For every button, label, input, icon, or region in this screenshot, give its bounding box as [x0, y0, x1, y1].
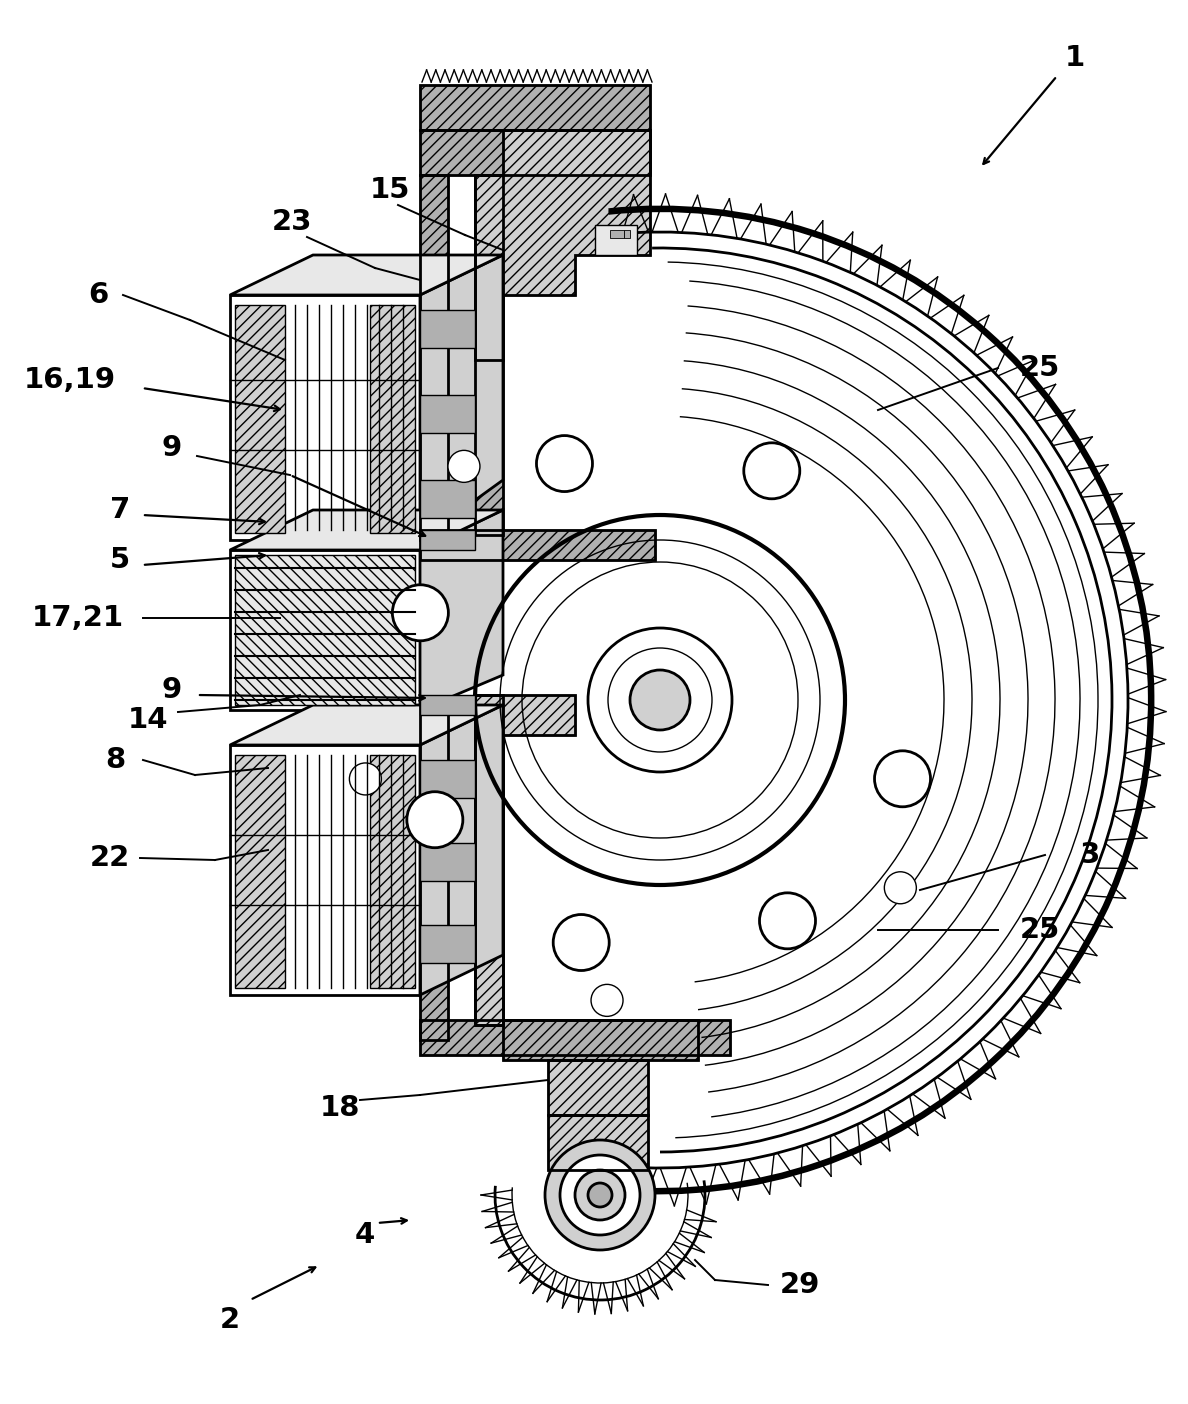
Text: 9: 9 [162, 675, 182, 703]
Polygon shape [421, 529, 475, 550]
Polygon shape [475, 131, 650, 359]
Circle shape [545, 1140, 655, 1250]
Circle shape [759, 893, 815, 949]
Circle shape [392, 585, 448, 640]
Polygon shape [475, 176, 503, 535]
Polygon shape [421, 925, 475, 963]
Polygon shape [230, 746, 421, 995]
Text: 14: 14 [128, 706, 169, 734]
Text: 25: 25 [1019, 354, 1060, 382]
Polygon shape [421, 842, 475, 880]
Polygon shape [595, 225, 637, 256]
Circle shape [630, 670, 690, 730]
Polygon shape [369, 755, 415, 988]
Circle shape [744, 442, 800, 498]
Text: 17,21: 17,21 [32, 604, 124, 632]
Text: 25: 25 [1019, 915, 1060, 943]
Circle shape [537, 435, 593, 491]
Polygon shape [235, 755, 285, 988]
Polygon shape [624, 230, 630, 239]
Text: 23: 23 [272, 208, 312, 236]
Polygon shape [421, 480, 475, 518]
Circle shape [575, 1170, 625, 1220]
Polygon shape [235, 555, 415, 705]
Text: 15: 15 [369, 176, 410, 204]
Polygon shape [609, 230, 624, 239]
Polygon shape [421, 1019, 729, 1054]
Circle shape [349, 762, 381, 795]
Polygon shape [230, 510, 503, 550]
Polygon shape [421, 256, 503, 541]
Circle shape [406, 792, 463, 848]
Polygon shape [421, 395, 475, 432]
Text: 6: 6 [88, 281, 108, 309]
Text: 4: 4 [355, 1221, 375, 1250]
Circle shape [588, 628, 732, 772]
Polygon shape [421, 510, 503, 710]
Text: 5: 5 [110, 546, 129, 574]
Polygon shape [548, 1115, 647, 1170]
Circle shape [588, 1184, 612, 1207]
Polygon shape [369, 305, 415, 534]
Polygon shape [503, 1019, 699, 1060]
Circle shape [560, 1155, 640, 1236]
Polygon shape [475, 695, 503, 1025]
Circle shape [448, 451, 480, 483]
Circle shape [608, 649, 712, 753]
Text: 8: 8 [105, 746, 125, 774]
Polygon shape [230, 295, 421, 541]
Polygon shape [421, 86, 650, 131]
Text: 18: 18 [320, 1094, 360, 1122]
Polygon shape [421, 529, 655, 560]
Polygon shape [421, 310, 475, 348]
Polygon shape [230, 705, 503, 746]
Polygon shape [421, 176, 448, 541]
Text: 16,19: 16,19 [24, 366, 116, 395]
Polygon shape [475, 695, 575, 1025]
Text: 1: 1 [1064, 44, 1085, 72]
Circle shape [554, 914, 609, 970]
Polygon shape [421, 131, 650, 176]
Text: 3: 3 [1080, 841, 1100, 869]
Polygon shape [230, 256, 503, 295]
Text: 29: 29 [779, 1271, 820, 1299]
Polygon shape [230, 550, 421, 710]
Polygon shape [421, 705, 503, 995]
Text: 22: 22 [90, 844, 131, 872]
Circle shape [874, 751, 930, 807]
Circle shape [884, 872, 916, 904]
Polygon shape [421, 695, 475, 715]
Text: 9: 9 [162, 434, 182, 462]
Polygon shape [421, 701, 448, 1040]
Text: 7: 7 [109, 496, 131, 524]
Polygon shape [421, 760, 475, 797]
Circle shape [592, 984, 623, 1016]
Polygon shape [548, 1060, 647, 1115]
Polygon shape [235, 305, 285, 534]
Text: 2: 2 [220, 1306, 240, 1334]
